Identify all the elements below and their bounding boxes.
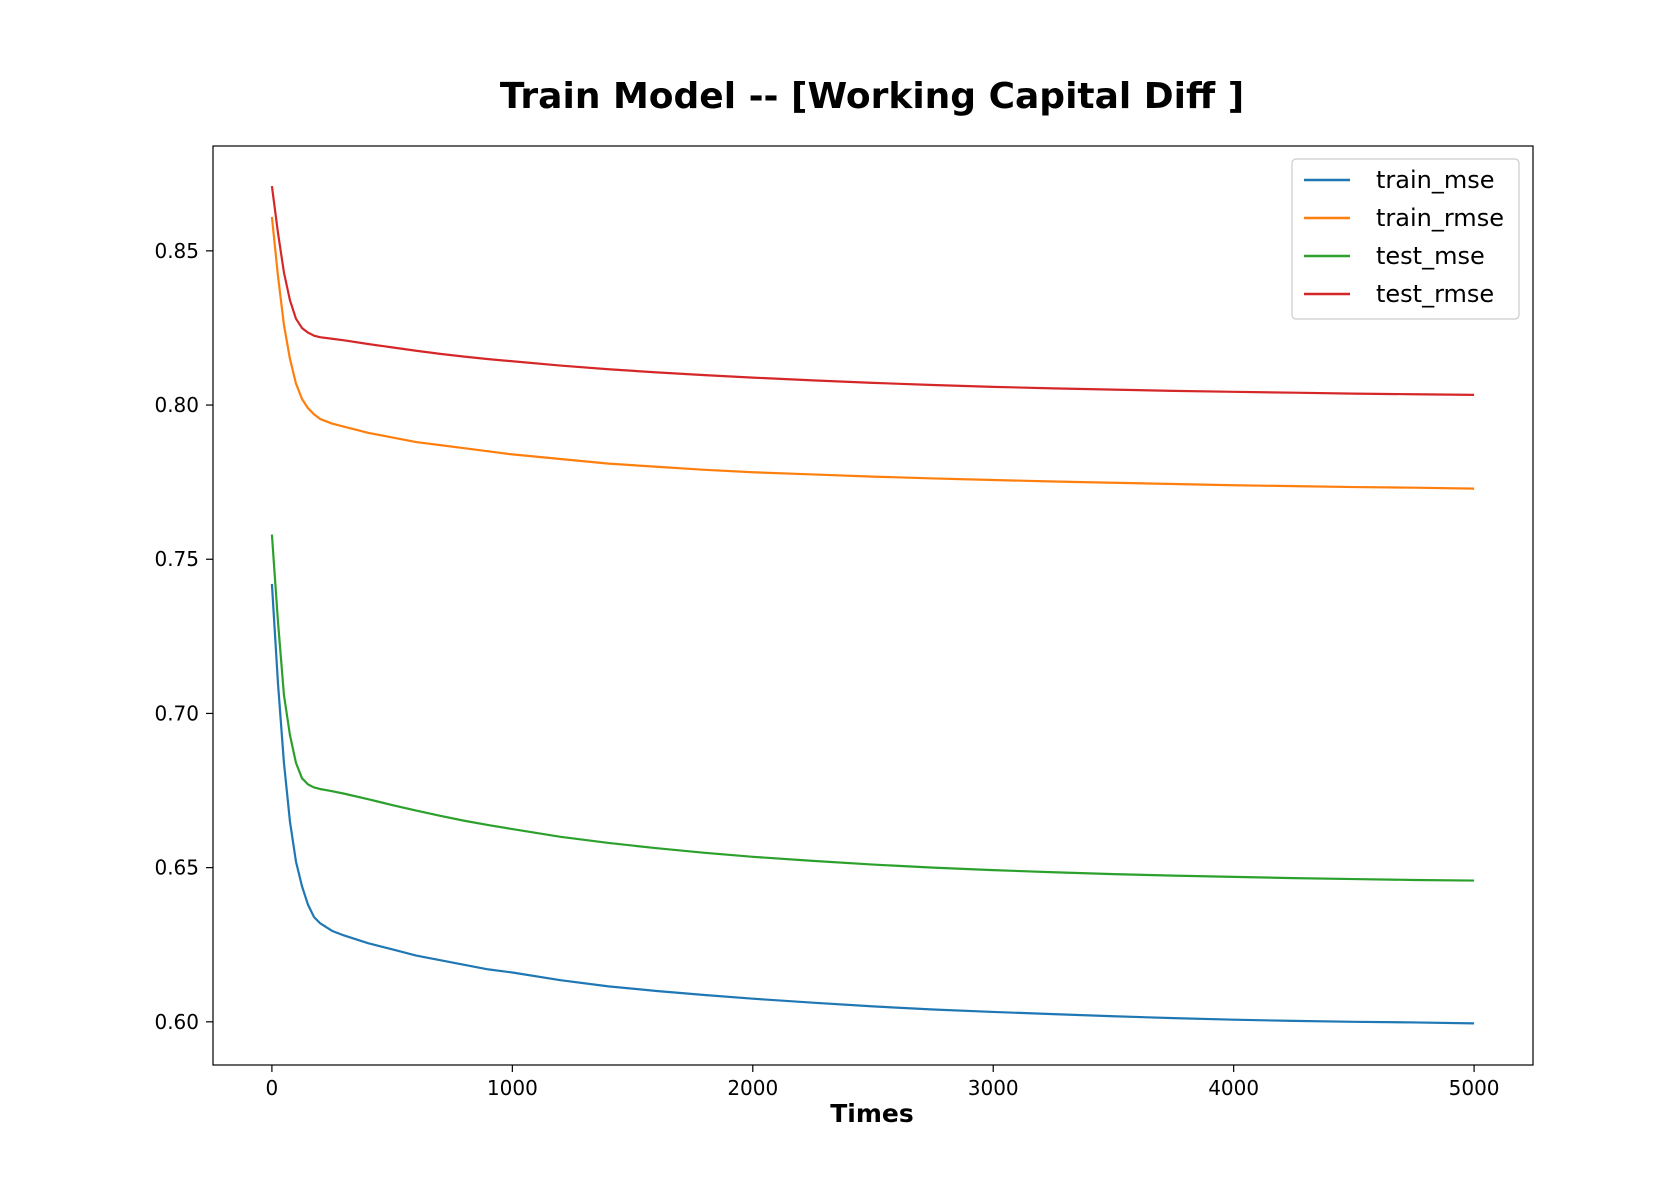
legend-label-test_mse: test_mse [1376,242,1485,270]
series-line-test_mse [270,534,1475,882]
legend-box [1291,158,1520,320]
series-line-test_rmse [270,185,1475,396]
series-line-train_rmse [270,216,1475,490]
y-tick-label: 0.60 [154,1010,199,1034]
x-tick-label: 3000 [968,1076,1019,1100]
y-tick-label: 0.85 [154,239,199,263]
series-line-train_mse [270,583,1475,1025]
plot-area: 0 1000 2000 3000 4000 5000 0.60 0.65 0.70 0.75 0.8… [154,145,1534,1100]
x-axis-label: Times [830,1099,914,1128]
x-tick-label: 4000 [1208,1076,1259,1100]
x-tick-label: 0 [266,1076,279,1100]
y-tick-label: 0.80 [154,393,199,417]
x-tick-label: 1000 [487,1076,538,1100]
x-tick-label: 2000 [727,1076,778,1100]
chart-title: Train Model -- [Working Capital Diff ] [500,76,1244,117]
legend-label-train_rmse: train_rmse [1376,204,1504,232]
y-tick-label: 0.75 [154,547,199,571]
axes-frame [212,145,1534,1066]
legend-label-train_mse: train_mse [1376,166,1495,194]
y-tick-label: 0.70 [154,701,199,725]
x-tick-label: 5000 [1449,1076,1500,1100]
legend-label-test_rmse: test_rmse [1376,280,1494,308]
y-tick-label: 0.65 [154,856,199,880]
legend: train_mse train_rmse test_mse test_rmse [1291,158,1520,320]
